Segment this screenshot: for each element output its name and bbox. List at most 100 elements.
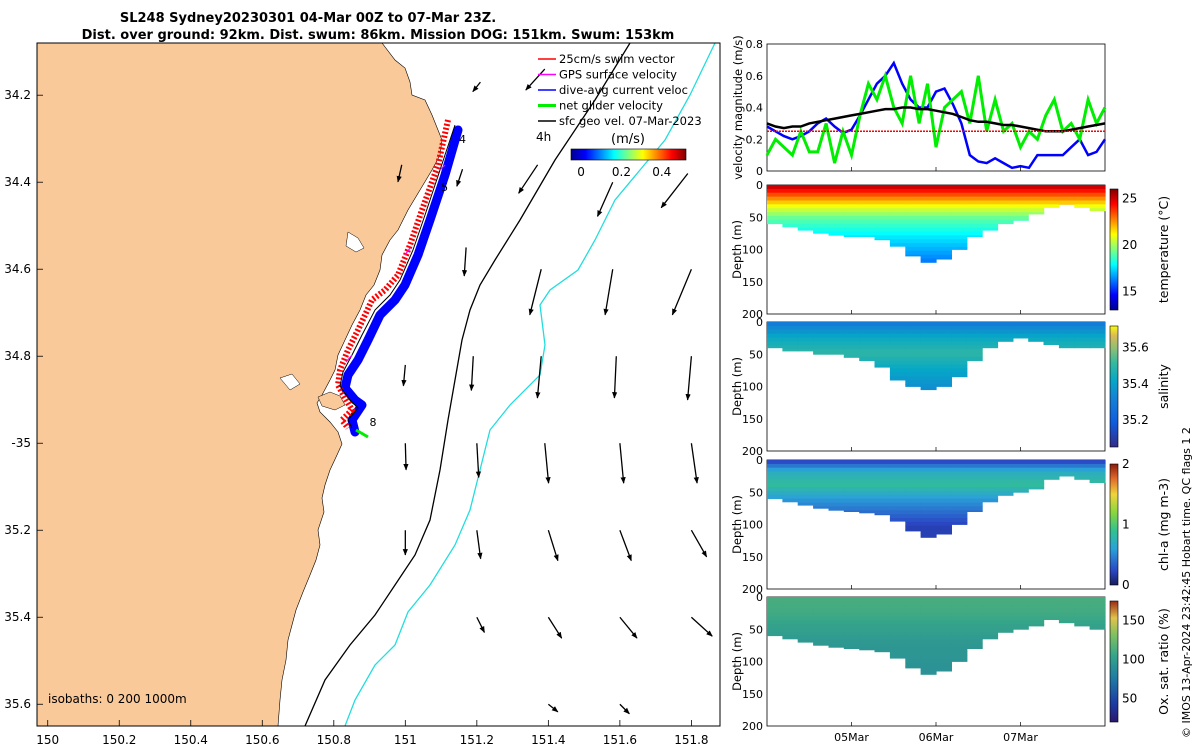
section-cell (982, 212, 999, 217)
section-colorbar-tick-label: 150 (1122, 614, 1145, 628)
geostrophic-current-arrow (544, 443, 551, 484)
section-cell (1074, 345, 1091, 349)
section-cell (828, 349, 845, 354)
section-cell (920, 337, 937, 342)
section-cell (1012, 204, 1029, 209)
section-cell (782, 345, 799, 350)
section-cell (1012, 212, 1029, 217)
section-cell (782, 635, 799, 640)
section-cell (997, 208, 1014, 213)
section-cell (828, 192, 845, 197)
section-cell (920, 353, 937, 358)
section-cell (905, 514, 922, 519)
section-cell (843, 467, 860, 472)
section-cell (843, 483, 860, 488)
section-cell (1012, 471, 1029, 476)
section-cell (1028, 612, 1045, 617)
section-cell (905, 345, 922, 350)
section-cell (905, 506, 922, 511)
section-cell (843, 341, 860, 346)
section-cell (1058, 322, 1075, 327)
section-colorbar-tick-label: 1 (1122, 518, 1130, 532)
map-y-tick-label: 34.8 (4, 349, 31, 363)
section-cell (889, 502, 906, 507)
section-cell (813, 600, 830, 606)
section-cell (782, 612, 799, 617)
geostrophic-current-arrow (403, 443, 409, 471)
section-cell (859, 600, 876, 606)
section-cell (936, 647, 952, 652)
section-cell (951, 631, 968, 637)
section-y-axis-label: Depth (m) (730, 632, 744, 691)
section-y-tick-label: 100 (742, 519, 763, 532)
section-cell (859, 639, 876, 644)
section-cell (874, 483, 891, 488)
section-cell (889, 243, 906, 247)
section-cell (1089, 329, 1106, 334)
section-cell (966, 506, 983, 511)
section-cell (889, 364, 906, 369)
section-cell (889, 510, 906, 515)
section-cell (813, 628, 830, 633)
isobaths-label: isobaths: 0 200 1000m (48, 692, 187, 706)
section-cell (951, 460, 968, 465)
section-cell (828, 616, 845, 621)
section-cell (936, 227, 952, 232)
section-cell (936, 670, 952, 672)
section-cell (1028, 483, 1045, 488)
section-cell (1012, 612, 1029, 617)
section-cell (936, 463, 952, 469)
section-y-tick-label: 150 (742, 551, 763, 564)
section-cell (951, 372, 968, 377)
section-cell (1028, 467, 1045, 472)
section-cell (828, 200, 845, 205)
section-cell (813, 604, 830, 609)
section-cell (1089, 200, 1106, 205)
section-cell (828, 188, 845, 194)
section-cell (966, 487, 983, 492)
section-cell (905, 491, 922, 496)
section-cell (1012, 597, 1029, 602)
section-cell (920, 219, 937, 225)
section-cell (1058, 620, 1075, 624)
section-cell (843, 475, 860, 480)
section-cell (936, 200, 952, 205)
section-cell (997, 483, 1014, 488)
section-cell (920, 467, 937, 472)
section-cell (828, 628, 845, 633)
section-cell (828, 460, 845, 465)
section-cell (1089, 624, 1106, 629)
section-cell (813, 208, 830, 213)
section-cell (982, 616, 999, 621)
map-x-tick-label: 150.2 (102, 733, 136, 747)
section-cell (889, 487, 906, 492)
section-cell (920, 325, 937, 331)
section-cell (1089, 608, 1106, 613)
section-cell (905, 518, 922, 523)
section-cell (813, 491, 830, 496)
section-cell (813, 231, 830, 234)
section-cell (1058, 612, 1075, 617)
section-cell (1074, 341, 1091, 346)
section-cell (859, 635, 876, 640)
section-cell (936, 329, 952, 334)
section-cell (874, 364, 891, 368)
section-cell (828, 333, 845, 338)
section-cell (1074, 608, 1091, 613)
section-cell (951, 518, 968, 523)
section-cell (905, 219, 922, 225)
section-panel-salinity: 0 50 100 150 200 Depth (m) 35.2 35.4 35.6 salinit… (730, 316, 1171, 458)
section-cell (982, 624, 999, 629)
day-marker-label: 5 (441, 181, 448, 194)
section-cell (1028, 212, 1045, 215)
section-cell (1043, 333, 1060, 338)
section-cell (982, 223, 999, 228)
section-cell (859, 185, 876, 190)
section-cell (966, 356, 983, 362)
section-cell (859, 188, 876, 194)
section-cell (905, 612, 922, 617)
section-cell (889, 356, 906, 362)
section-cell (813, 463, 830, 469)
section-cell (828, 322, 845, 327)
section-cell (889, 208, 906, 213)
